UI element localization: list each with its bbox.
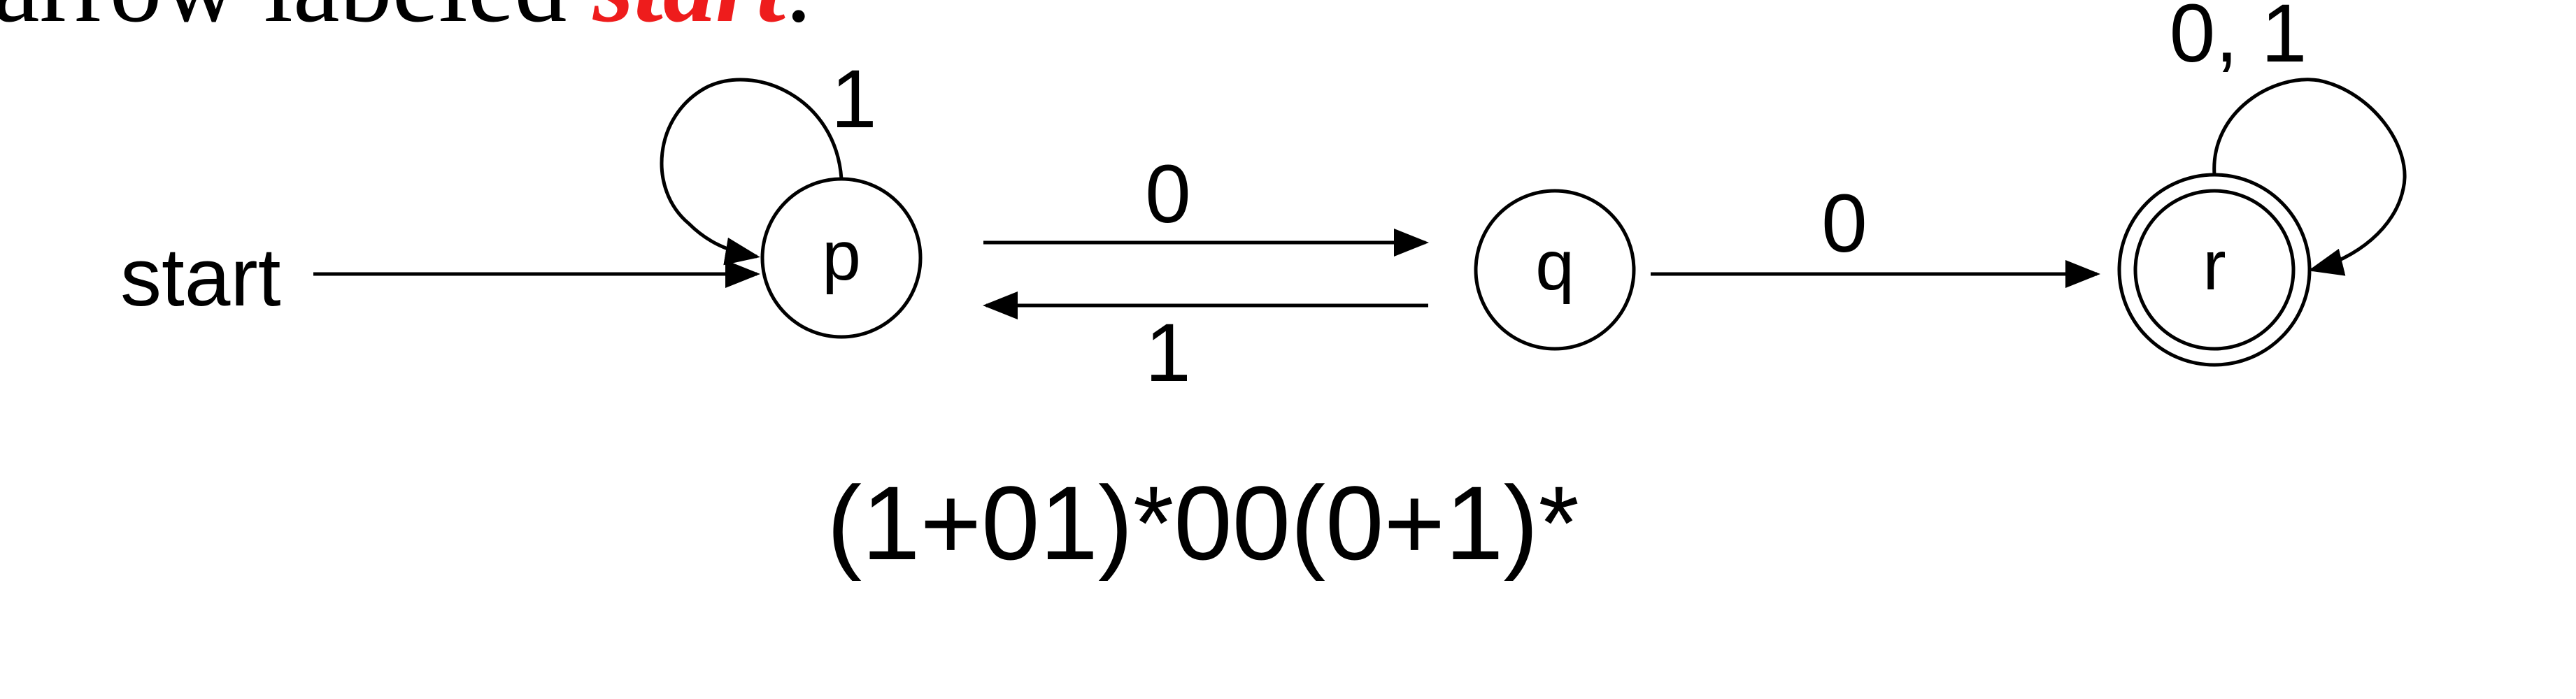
header-fragment: arrow labeled start. [0,0,812,44]
r-self-loop [2212,78,2407,276]
state-r-label: r [2203,226,2226,305]
edge-q-to-p-label: 1 [1145,307,1191,399]
start-label: start [120,231,281,324]
edge-p-to-q-label: 0 [1145,148,1191,240]
r-self-loop-label: 0, 1 [2170,0,2307,80]
state-p-label: p [822,217,861,295]
state-p[interactable] [760,177,923,339]
regex-caption: (1+01)*00(0+1)* [827,464,1579,582]
edge-q-to-r-label: 0 [1821,178,1867,270]
header-emphasis-text: start [592,0,788,44]
state-r[interactable] [2133,189,2296,351]
state-q[interactable] [1474,189,1636,351]
p-self-loop [660,78,844,266]
header-tail-text: . [785,0,812,44]
p-self-loop-label: 1 [831,53,877,145]
state-q-label: q [1535,226,1574,305]
header-plain-text: arrow labeled [0,0,593,44]
